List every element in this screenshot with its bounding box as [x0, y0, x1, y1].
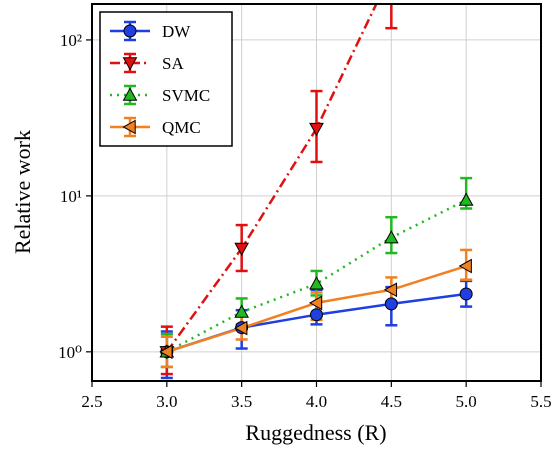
x-tick-label: 5.5 [530, 392, 551, 411]
x-tick-label: 2.5 [81, 392, 102, 411]
marker [308, 295, 323, 311]
axes: 2.5 3.0 3.5 4.0 4.5 5.0 5.5 10⁰ 10¹ 10² [58, 31, 551, 411]
legend-label: SVMC [162, 86, 210, 105]
marker [309, 122, 324, 137]
x-tick-label: 4.5 [381, 392, 402, 411]
series-line [165, 4, 378, 353]
marker [234, 242, 250, 257]
marker [383, 230, 399, 244]
x-tick-label: 3.5 [231, 392, 252, 411]
marker [383, 282, 398, 298]
marker [122, 119, 136, 135]
legend: DW SA SVMC QMC [99, 11, 233, 147]
legend-label: DW [162, 22, 191, 41]
x-tick-label: 4.0 [306, 392, 327, 411]
plot-area [159, 4, 474, 380]
marker [122, 87, 138, 101]
y-tick-label: 10¹ [60, 187, 82, 206]
marker [234, 304, 250, 318]
marker [123, 24, 137, 38]
marker [309, 276, 324, 290]
y-tick-label: 10² [60, 31, 82, 50]
marker [310, 308, 323, 322]
marker [459, 287, 473, 301]
y-tick-label: 10⁰ [58, 343, 82, 362]
y-axis-label: Relative work [10, 130, 35, 254]
marker [122, 57, 138, 71]
legend-box [99, 11, 233, 147]
marker [458, 192, 474, 206]
x-axis-label: Ruggedness (R) [245, 420, 386, 445]
x-tick-label: 3.0 [156, 392, 177, 411]
marker [458, 258, 472, 274]
x-tick-label: 5.0 [456, 392, 477, 411]
marker [159, 344, 173, 360]
series-line [166, 198, 467, 353]
marker [384, 297, 398, 311]
legend-label: QMC [162, 118, 201, 137]
legend-label: SA [162, 54, 184, 73]
marker [234, 320, 248, 336]
